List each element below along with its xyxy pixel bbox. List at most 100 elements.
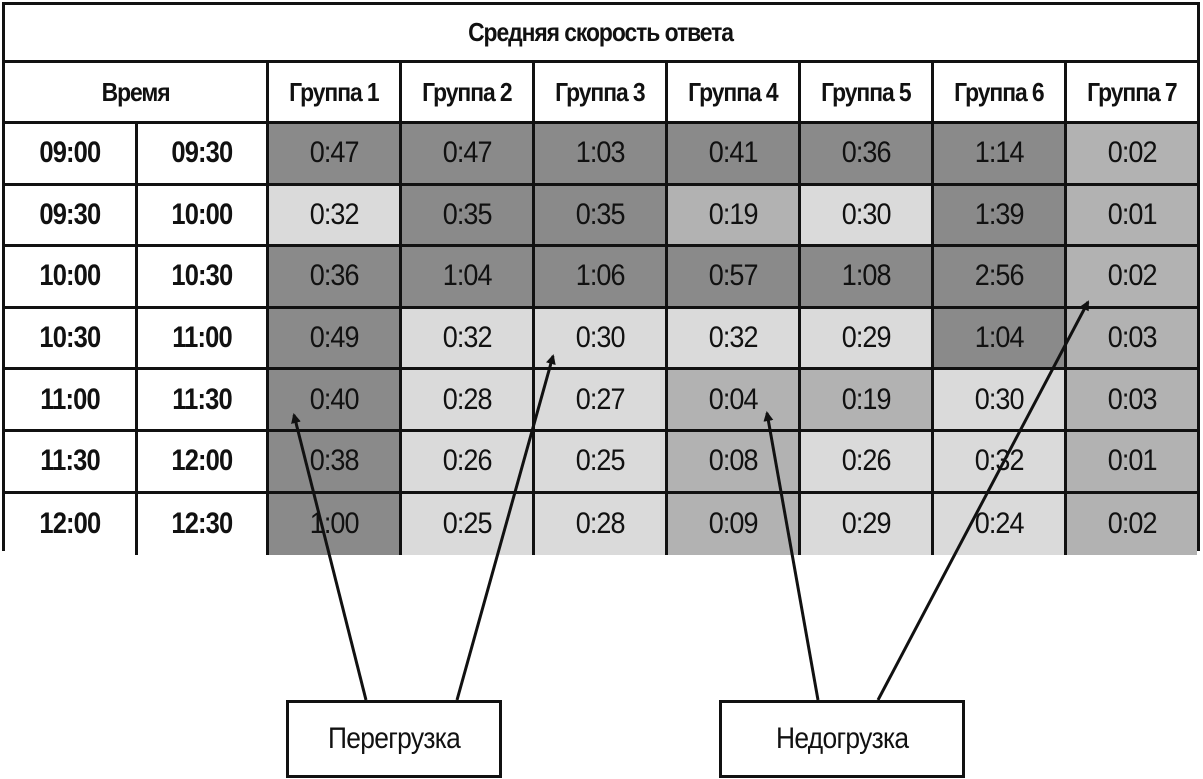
value-cell: 1:14 bbox=[934, 124, 1067, 186]
value-cell: 0:02 bbox=[1067, 247, 1197, 309]
value-cell-text: 0:02 bbox=[1107, 136, 1158, 170]
time-header-cell: Время bbox=[5, 63, 269, 124]
time-to-cell: 11:30 bbox=[138, 370, 269, 432]
group-header-2: Группа 2 bbox=[402, 63, 535, 124]
value-cell: 0:09 bbox=[668, 493, 801, 556]
underload-label-box: Недогрузка bbox=[719, 700, 965, 778]
value-cell-text: 0:29 bbox=[841, 507, 892, 541]
value-cell: 0:02 bbox=[1067, 493, 1197, 556]
value-cell-text: 0:02 bbox=[1107, 507, 1158, 541]
value-cell: 1:06 bbox=[535, 247, 668, 309]
time-from-cell: 11:00 bbox=[5, 370, 138, 432]
value-cell-text: 0:28 bbox=[575, 507, 626, 541]
value-cell: 0:47 bbox=[269, 124, 402, 186]
value-cell: 0:36 bbox=[269, 247, 402, 309]
value-cell: 0:32 bbox=[402, 308, 535, 371]
group-header-label: Группа 4 bbox=[688, 76, 779, 107]
value-cell-text: 0:32 bbox=[309, 197, 360, 231]
time-from-cell-text: 12:00 bbox=[39, 507, 102, 541]
value-cell-text: 0:47 bbox=[309, 136, 360, 170]
value-cell-text: 0:38 bbox=[309, 444, 360, 478]
time-to-cell-text: 10:30 bbox=[171, 259, 234, 293]
value-cell-text: 0:35 bbox=[442, 197, 493, 231]
value-cell: 0:01 bbox=[1067, 185, 1197, 248]
time-from-cell: 11:30 bbox=[5, 432, 138, 494]
time-to-cell-text: 11:00 bbox=[172, 321, 232, 355]
value-cell: 0:35 bbox=[402, 185, 535, 248]
value-cell-text: 0:35 bbox=[575, 197, 626, 231]
value-cell-text: 0:27 bbox=[575, 382, 626, 416]
value-cell-text: 0:03 bbox=[1107, 321, 1158, 355]
value-cell: 0:49 bbox=[269, 308, 402, 371]
group-header-label: Группа 3 bbox=[555, 76, 646, 107]
table-title-cell: Средняя скорость ответа bbox=[5, 5, 1197, 63]
group-header-5: Группа 5 bbox=[801, 63, 934, 124]
value-cell-text: 0:49 bbox=[309, 321, 360, 355]
value-cell: 0:02 bbox=[1067, 124, 1197, 186]
value-cell: 1:04 bbox=[402, 247, 535, 309]
value-cell-text: 0:30 bbox=[974, 382, 1025, 416]
value-cell-text: 0:19 bbox=[708, 197, 759, 231]
value-cell-text: 1:14 bbox=[974, 136, 1025, 170]
value-cell: 0:36 bbox=[801, 124, 934, 186]
time-to-cell: 12:00 bbox=[138, 432, 269, 494]
response-speed-table: Средняя скорость ответа Время Группа 1 Гр… bbox=[2, 2, 1200, 556]
value-cell-text: 0:24 bbox=[974, 507, 1025, 541]
time-to-cell-text: 12:00 bbox=[171, 444, 234, 478]
value-cell-text: 0:01 bbox=[1107, 197, 1158, 231]
value-cell-text: 0:32 bbox=[442, 321, 493, 355]
overload-label-box: Перегрузка bbox=[286, 700, 502, 778]
group-header-label: Группа 7 bbox=[1087, 76, 1178, 107]
value-cell-text: 0:25 bbox=[575, 444, 626, 478]
value-cell: 0:01 bbox=[1067, 432, 1197, 494]
value-cell: 1:39 bbox=[934, 185, 1067, 248]
time-from-cell-text: 11:30 bbox=[40, 444, 100, 478]
group-header-3: Группа 3 bbox=[535, 63, 668, 124]
value-cell: 0:32 bbox=[269, 185, 402, 248]
value-cell: 0:35 bbox=[535, 185, 668, 248]
value-cell: 0:47 bbox=[402, 124, 535, 186]
value-cell: 1:03 bbox=[535, 124, 668, 186]
time-from-cell: 10:00 bbox=[5, 247, 138, 309]
value-cell: 2:56 bbox=[934, 247, 1067, 309]
value-cell: 0:41 bbox=[668, 124, 801, 186]
time-from-cell-text: 10:00 bbox=[39, 259, 102, 293]
overload-arrow-1 bbox=[291, 413, 368, 701]
value-cell-text: 1:04 bbox=[442, 259, 493, 293]
table-title: Средняя скорость ответа bbox=[468, 17, 735, 47]
underload-arrow-2 bbox=[876, 300, 1090, 701]
value-cell: 0:25 bbox=[535, 432, 668, 494]
value-cell-text: 1:08 bbox=[841, 259, 892, 293]
group-header-4: Группа 4 bbox=[668, 63, 801, 124]
value-cell-text: 0:36 bbox=[841, 136, 892, 170]
time-from-cell: 09:30 bbox=[5, 185, 138, 248]
value-cell-text: 0:29 bbox=[841, 321, 892, 355]
value-cell-text: 0:02 bbox=[1107, 259, 1158, 293]
value-cell: 0:28 bbox=[535, 493, 668, 556]
value-cell: 0:28 bbox=[402, 370, 535, 432]
time-from-cell-text: 11:00 bbox=[40, 382, 100, 416]
value-cell: 1:04 bbox=[934, 308, 1067, 371]
value-cell: 0:26 bbox=[801, 432, 934, 494]
value-cell: 1:08 bbox=[801, 247, 934, 309]
value-cell-text: 0:40 bbox=[309, 382, 360, 416]
value-cell-text: 0:09 bbox=[708, 507, 759, 541]
time-to-cell: 09:30 bbox=[138, 124, 269, 186]
value-cell-text: 0:25 bbox=[442, 507, 493, 541]
value-cell-text: 0:32 bbox=[708, 321, 759, 355]
value-cell: 0:32 bbox=[934, 432, 1067, 494]
value-cell: 0:19 bbox=[801, 370, 934, 432]
value-cell-text: 0:04 bbox=[708, 382, 759, 416]
value-cell-text: 0:57 bbox=[708, 259, 759, 293]
value-cell: 0:03 bbox=[1067, 370, 1197, 432]
time-from-cell: 12:00 bbox=[5, 493, 138, 556]
value-cell-text: 1:04 bbox=[974, 321, 1025, 355]
value-cell: 0:24 bbox=[934, 493, 1067, 556]
value-cell-text: 0:41 bbox=[708, 136, 759, 170]
value-cell-text: 0:36 bbox=[309, 259, 360, 293]
value-cell: 0:57 bbox=[668, 247, 801, 309]
group-header-label: Группа 2 bbox=[422, 76, 513, 107]
value-cell-text: 0:03 bbox=[1107, 382, 1158, 416]
value-cell: 0:30 bbox=[535, 308, 668, 371]
time-to-cell: 10:00 bbox=[138, 185, 269, 248]
